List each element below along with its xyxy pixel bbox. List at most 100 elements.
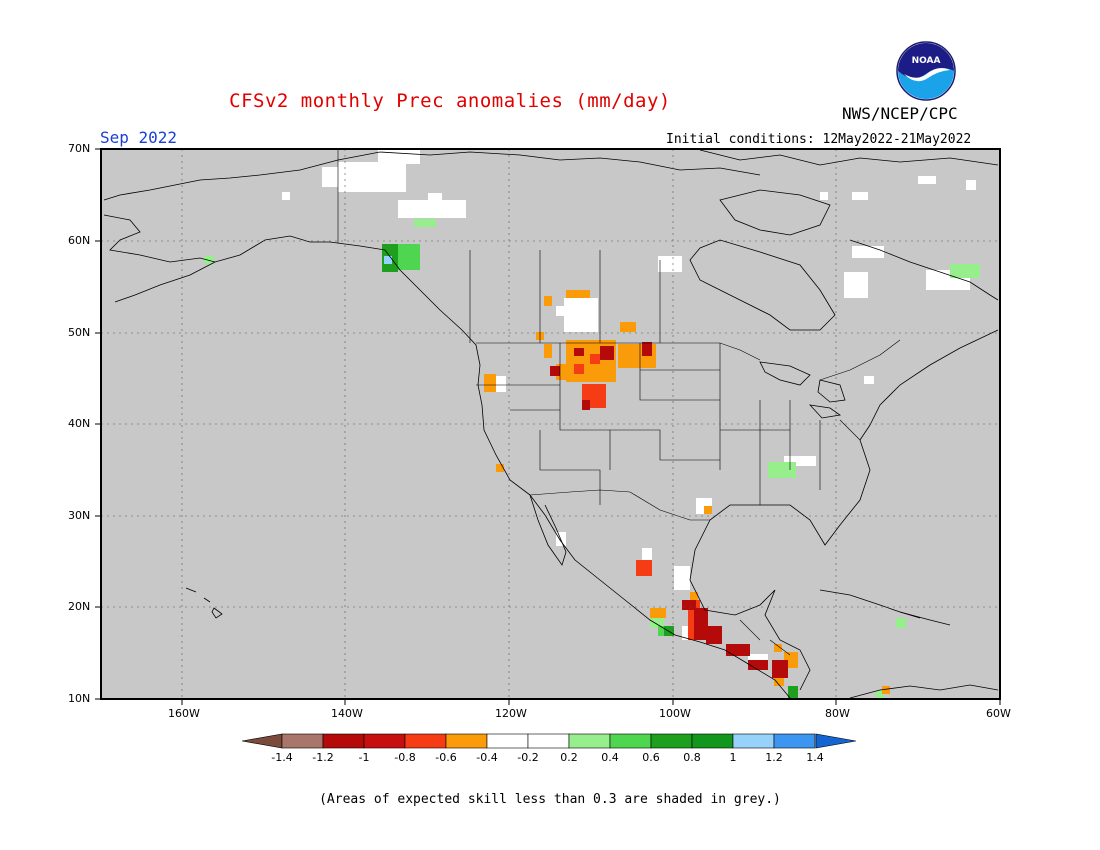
negative-cell xyxy=(544,344,552,358)
negative-cell xyxy=(694,608,708,640)
neutral-cell xyxy=(748,654,768,664)
colorbar-box xyxy=(445,733,488,749)
lon-tick-label: 60W xyxy=(986,707,1011,720)
negative-cell xyxy=(882,686,890,694)
lat-tick-label: 60N xyxy=(68,234,91,247)
neutral-cell xyxy=(338,162,406,192)
negative-cell xyxy=(544,296,552,306)
agency-label: NWS/NCEP/CPC xyxy=(842,104,958,123)
lon-tick-label: 100W xyxy=(659,707,691,720)
negative-cell xyxy=(690,592,698,600)
negative-cell xyxy=(682,600,696,610)
colorbar-box xyxy=(609,733,652,749)
axis-ticks xyxy=(95,148,1001,705)
colorbar-tick-label: 0.8 xyxy=(683,751,701,764)
lon-tick-label: 160W xyxy=(168,707,200,720)
colorbar-box xyxy=(527,733,570,749)
colorbar-box xyxy=(404,733,447,749)
noaa-logo-text: NOAA xyxy=(912,56,941,66)
neutral-cell xyxy=(556,306,566,316)
neutral-cell xyxy=(852,192,868,200)
negative-cell xyxy=(650,608,666,618)
neutral-cell xyxy=(674,566,690,590)
colorbar-tick-label: -0.6 xyxy=(435,751,457,764)
negative-cell xyxy=(748,660,768,670)
neutral-cell xyxy=(642,548,652,564)
noaa-logo: NOAA xyxy=(896,41,956,101)
colorbar-box xyxy=(486,733,529,749)
positive-cell xyxy=(384,256,392,264)
colorbar-tick-label: 0.6 xyxy=(642,751,660,764)
neutral-cell xyxy=(784,456,816,466)
negative-cell xyxy=(726,644,750,656)
negative-cell xyxy=(774,644,782,652)
positive-cell xyxy=(788,686,798,698)
map-background xyxy=(101,149,1000,699)
negative-cell xyxy=(774,676,784,686)
negative-cell xyxy=(772,660,788,678)
negative-cell xyxy=(496,464,504,472)
colorbar-tick-label: 1 xyxy=(729,751,737,764)
neutral-cell xyxy=(864,376,874,384)
colorbar-legend xyxy=(241,733,857,749)
negative-cell xyxy=(566,290,590,298)
positive-cell xyxy=(876,690,884,698)
chart-title: CFSv2 monthly Prec anomalies (mm/day) xyxy=(229,90,671,112)
positive-cell xyxy=(650,618,664,628)
lat-tick-label: 40N xyxy=(68,417,91,430)
lat-tick-label: 50N xyxy=(68,326,91,339)
negative-cell xyxy=(550,366,560,376)
map-panel xyxy=(95,148,1001,705)
colorbar-tick-label: -0.8 xyxy=(394,751,416,764)
colorbar-tick-label: -0.4 xyxy=(476,751,498,764)
negative-cell xyxy=(620,322,636,332)
lon-tick-label: 120W xyxy=(495,707,527,720)
footnote: (Areas of expected skill less than 0.3 a… xyxy=(319,792,781,807)
colorbar-box xyxy=(691,733,734,749)
neutral-cell xyxy=(428,193,442,201)
colorbar-right-arrow xyxy=(815,733,857,749)
graticule xyxy=(101,149,1000,699)
neutral-cell xyxy=(852,246,884,258)
colorbar-tick-label: -1.2 xyxy=(312,751,334,764)
colorbar-box xyxy=(363,733,406,749)
colorbar-tick-label: 0.2 xyxy=(560,751,578,764)
neutral-cell xyxy=(966,180,976,190)
lat-tick-label: 10N xyxy=(68,692,91,705)
neutral-cell xyxy=(658,256,682,272)
colorbar-box xyxy=(650,733,693,749)
colorbar-tick-label: 0.4 xyxy=(601,751,619,764)
negative-cell xyxy=(636,560,652,576)
lat-tick-label: 20N xyxy=(68,600,91,613)
positive-cell xyxy=(414,219,436,227)
neutral-cell xyxy=(564,298,598,332)
negative-cell xyxy=(600,346,614,360)
neutral-cell xyxy=(918,176,936,184)
anomaly-cells xyxy=(204,150,980,698)
colorbar-box xyxy=(568,733,611,749)
colorbar-box xyxy=(281,733,324,749)
colorbar-tick-label: -0.2 xyxy=(517,751,539,764)
colorbar-left-arrow xyxy=(241,733,283,749)
colorbar-tick-label: -1 xyxy=(358,751,370,764)
colorbar-tick-label: 1.4 xyxy=(806,751,824,764)
neutral-cell xyxy=(282,192,290,200)
political-borders xyxy=(337,150,901,656)
negative-cell xyxy=(704,506,712,514)
negative-cell xyxy=(590,354,600,364)
negative-cell xyxy=(706,626,722,644)
colorbar-tick-label: -1.4 xyxy=(271,751,293,764)
colorbar-tick-label: 1.2 xyxy=(765,751,783,764)
positive-cell xyxy=(950,264,980,278)
neutral-cell xyxy=(322,167,338,187)
forecast-month: Sep 2022 xyxy=(100,128,178,147)
positive-cell xyxy=(658,626,668,636)
negative-cell xyxy=(582,400,590,410)
negative-cell xyxy=(574,348,584,356)
neutral-cell xyxy=(820,192,828,200)
colorbar-box xyxy=(773,733,816,749)
coastlines xyxy=(103,149,999,699)
initial-conditions: Initial conditions: 12May2022-21May2022 xyxy=(666,132,972,147)
lat-tick-label: 70N xyxy=(68,142,91,155)
